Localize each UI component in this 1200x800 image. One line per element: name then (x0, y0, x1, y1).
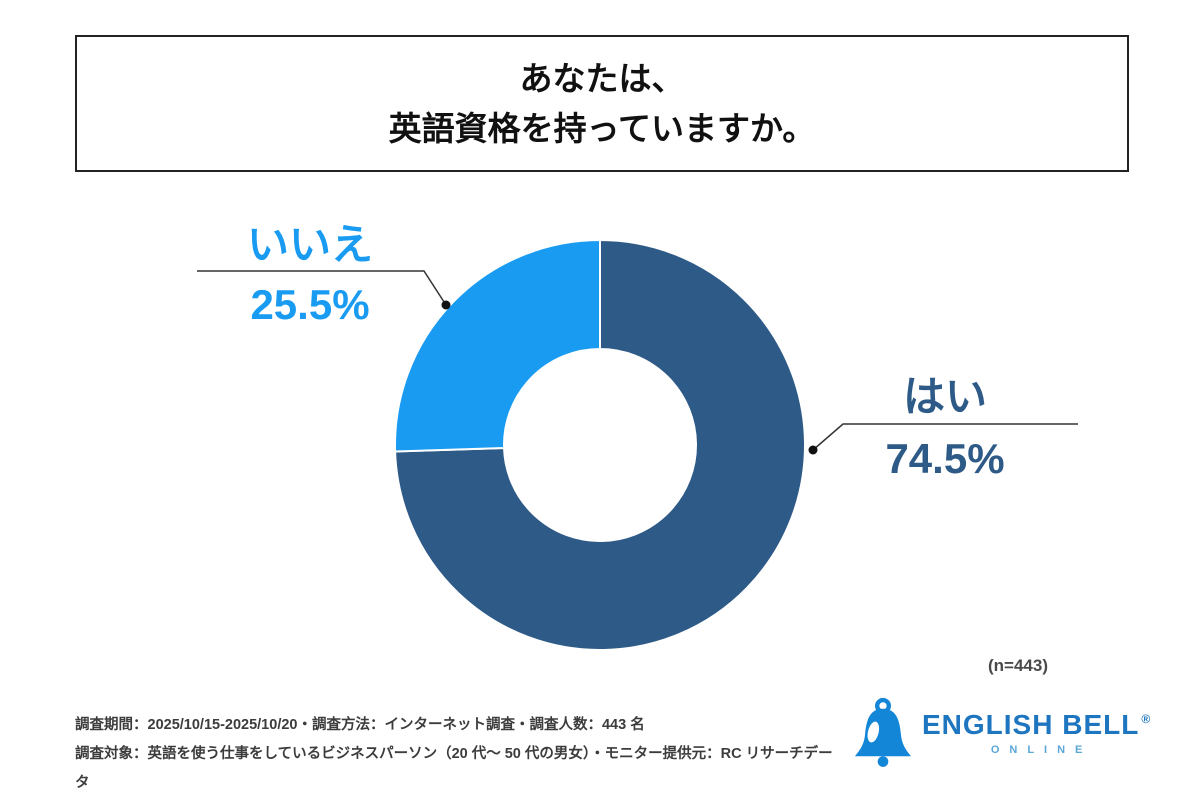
logo-sub-text: ONLINE (990, 743, 1093, 756)
registered-mark: ® (1141, 712, 1152, 727)
question-title-box: あなたは、 英語資格を持っていますか。 (75, 35, 1129, 172)
sample-size-note: (n=443) (988, 656, 1048, 675)
leader-dot-yes (808, 445, 818, 455)
leader-line-no (197, 270, 447, 306)
donut-segment-no (394, 238, 601, 453)
logo-brand-text: ENGLISH BELL (922, 708, 1140, 740)
question-title-line1: あなたは、 (519, 60, 685, 97)
footnote-line2: 調査対象：英語を使う仕事をしているビジネスパーソン（20 代〜 50 代の男女）… (75, 746, 833, 791)
leader-line-yes (812, 423, 1078, 451)
donut-segment-yes (394, 238, 806, 651)
value-no: 25.5% (250, 281, 370, 328)
footnote-line1: 調査期間：2025/10/15-2025/10/20・調査方法：インターネット調… (75, 717, 645, 733)
label-yes: はい (902, 373, 987, 420)
leader-dot-no (441, 300, 451, 310)
label-no: いいえ (246, 221, 373, 268)
logo-brand: ENGLISH BELL ® (922, 709, 1151, 741)
bell-icon (854, 697, 912, 767)
donut-segments (394, 238, 806, 651)
question-title-line2: 英語資格を持っていますか。 (388, 109, 816, 147)
value-yes: 74.5% (885, 435, 1005, 482)
english-bell-logo: ENGLISH BELL ® ONLINE (852, 696, 1151, 768)
survey-footnote: 調査期間：2025/10/15-2025/10/20・調査方法：インターネット調… (75, 711, 835, 798)
logo-text: ENGLISH BELL ® ONLINE (922, 709, 1151, 756)
